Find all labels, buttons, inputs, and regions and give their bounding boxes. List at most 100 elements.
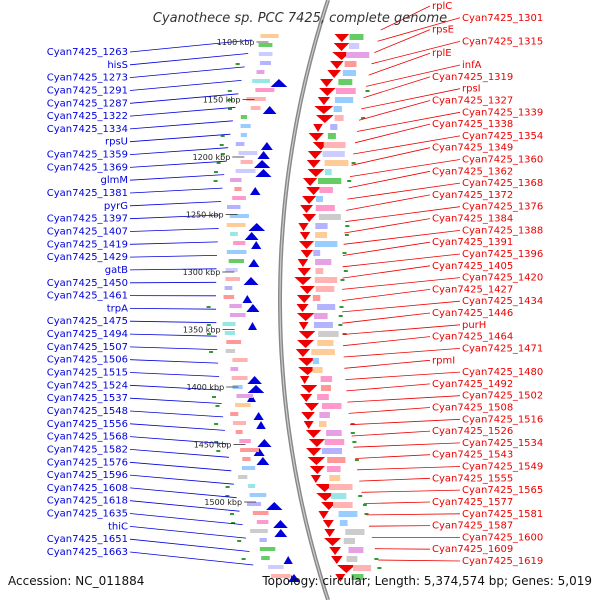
right-label-leader (374, 548, 431, 550)
right-gene-label: infA (462, 60, 482, 71)
right-gene-label: Cyan7425_1502 (462, 391, 543, 402)
kbp-tick-label: 1500 kbp (204, 498, 242, 507)
gc-mark (241, 558, 246, 560)
right-gene-arrow (317, 97, 331, 105)
gc-mark (212, 396, 216, 398)
right-gene-arrow (297, 259, 309, 267)
right-gene-label: Cyan7425_1420 (462, 273, 543, 284)
right-gene-label: Cyan7425_1619 (462, 556, 543, 567)
feature-block (343, 538, 355, 544)
right-label-leader (356, 111, 461, 132)
feature-block (240, 124, 251, 128)
left-gene-label: Cyan7425_1369 (47, 162, 128, 173)
feature-block (314, 313, 328, 319)
right-gene-arrow (302, 214, 317, 222)
gc-mark (361, 117, 366, 119)
left-gene-arrow (250, 187, 261, 195)
feature-block (226, 340, 242, 344)
left-gene-label: Cyan7425_1568 (47, 432, 128, 443)
feature-block (329, 484, 353, 490)
gc-mark (350, 432, 355, 434)
left-label-leader (129, 474, 234, 485)
gc-mark (220, 153, 225, 155)
right-gene-label: Cyan7425_1534 (462, 438, 543, 449)
left-label-leader (129, 133, 231, 143)
right-label-leader (345, 206, 461, 223)
feature-block (324, 160, 349, 166)
gc-mark (352, 441, 357, 443)
left-gene-label: Cyan7425_1524 (47, 380, 128, 391)
feature-block (240, 115, 248, 119)
kbp-tick-label: 1100 kbp (217, 38, 255, 47)
right-gene-label: Cyan7425_1396 (462, 249, 543, 260)
feature-block (252, 511, 269, 515)
left-label-leader (129, 410, 224, 418)
left-gene-label: Cyan7425_1381 (47, 188, 128, 199)
kbp-tick-label: 1300 kbp (183, 268, 221, 277)
left-label-leader (129, 80, 242, 91)
right-label-leader (342, 312, 431, 324)
feature-block (314, 241, 338, 247)
feature-block (226, 223, 246, 227)
left-gene-arrow (247, 376, 262, 384)
right-gene-label: Cyan7425_1368 (462, 178, 543, 189)
gc-mark (235, 63, 240, 65)
right-gene-arrow (298, 358, 316, 366)
feature-block (229, 313, 246, 317)
feature-block (315, 205, 335, 211)
feature-block (260, 34, 279, 38)
left-gene-label: Cyan7425_1537 (47, 393, 128, 404)
feature-block (315, 232, 328, 238)
right-gene-label: Cyan7425_1508 (432, 403, 513, 414)
right-label-leader (354, 123, 431, 144)
feature-block (238, 151, 258, 155)
feature-block (239, 439, 251, 443)
right-gene-label: Cyan7425_1577 (432, 497, 513, 508)
right-gene-arrow (303, 421, 314, 429)
right-gene-arrow (306, 187, 322, 195)
gc-mark (228, 108, 232, 110)
gc-mark (209, 351, 214, 353)
right-gene-label: Cyan7425_1464 (432, 332, 513, 343)
feature-block (230, 367, 239, 371)
left-gene-arrow (273, 520, 288, 528)
feature-block (333, 502, 353, 508)
left-gene-label: Cyan7425_1263 (47, 47, 128, 58)
feature-block (240, 160, 253, 164)
gc-mark (214, 171, 218, 173)
feature-block (248, 484, 256, 488)
feature-block (333, 106, 342, 112)
feature-block (322, 151, 345, 157)
feature-block (242, 466, 256, 470)
right-gene-arrow (300, 385, 318, 393)
feature-block (242, 457, 251, 461)
left-gene-arrow (248, 223, 266, 231)
left-strand-labels: Cyan7425_1263 hisS Cyan7425_1273 Cyan7425_1… (47, 39, 254, 566)
right-gene-label: Cyan7425_1388 (462, 225, 543, 236)
left-label-leader (129, 160, 227, 168)
feature-block (312, 358, 319, 364)
left-label-leader (129, 106, 236, 117)
right-gene-arrow (298, 223, 309, 231)
left-gene-label: Cyan7425_1548 (47, 406, 128, 417)
feature-block (319, 187, 333, 193)
gc-mark (220, 135, 225, 137)
gc-mark (354, 459, 359, 461)
feature-block (318, 421, 327, 427)
right-label-leader (348, 170, 431, 189)
feature-block (235, 403, 251, 407)
left-gene-label: hisS (107, 60, 128, 71)
right-gene-arrow (298, 367, 318, 375)
feature-block (224, 286, 233, 290)
right-gene-arrow (319, 88, 336, 96)
right-gene-arrow (301, 412, 315, 420)
right-label-leader (342, 265, 431, 279)
right-gene-label: Cyan7425_1339 (462, 107, 543, 118)
right-label-leader (371, 41, 461, 65)
right-gene-arrow (320, 79, 334, 87)
right-gene-arrow (321, 502, 337, 510)
right-label-leader (350, 418, 461, 426)
left-gene-arrow (242, 295, 253, 303)
gc-mark (340, 279, 345, 281)
left-label-leader (129, 513, 243, 525)
